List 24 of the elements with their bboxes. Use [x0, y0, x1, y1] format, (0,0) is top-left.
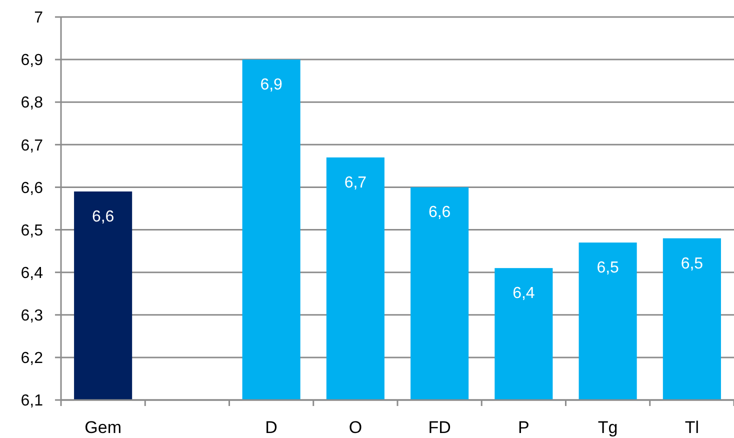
y-tick-label: 6,8: [20, 94, 44, 112]
data-label: 6,7: [344, 174, 367, 192]
y-tick-label: 6,7: [20, 137, 44, 154]
x-tick-label: Gem: [84, 418, 122, 437]
y-tick-label: 6,1: [20, 392, 44, 410]
data-label: 6,6: [428, 204, 451, 222]
y-tick-label: 7: [34, 10, 44, 27]
y-tick-label: 6,5: [20, 222, 44, 240]
y-tick-label: 6,3: [20, 307, 44, 324]
data-label: 6,4: [512, 285, 535, 302]
x-tick-label: D: [265, 418, 278, 437]
x-tick-label: Tg: [598, 418, 618, 437]
x-tick-label: P: [518, 418, 530, 437]
y-tick-label: 6,2: [20, 350, 44, 368]
x-tick-label: Tl: [684, 418, 700, 437]
data-label: 6,5: [596, 260, 620, 277]
x-tick-label: O: [348, 418, 362, 437]
data-label: 6,6: [92, 208, 114, 226]
data-label: 6,9: [260, 76, 283, 94]
y-tick-label: 6,6: [20, 180, 44, 197]
y-tick-label: 6,9: [20, 52, 44, 70]
data-label: 6,5: [680, 255, 704, 272]
x-tick-label: FD: [428, 418, 451, 437]
y-tick-label: 6,4: [20, 264, 44, 282]
